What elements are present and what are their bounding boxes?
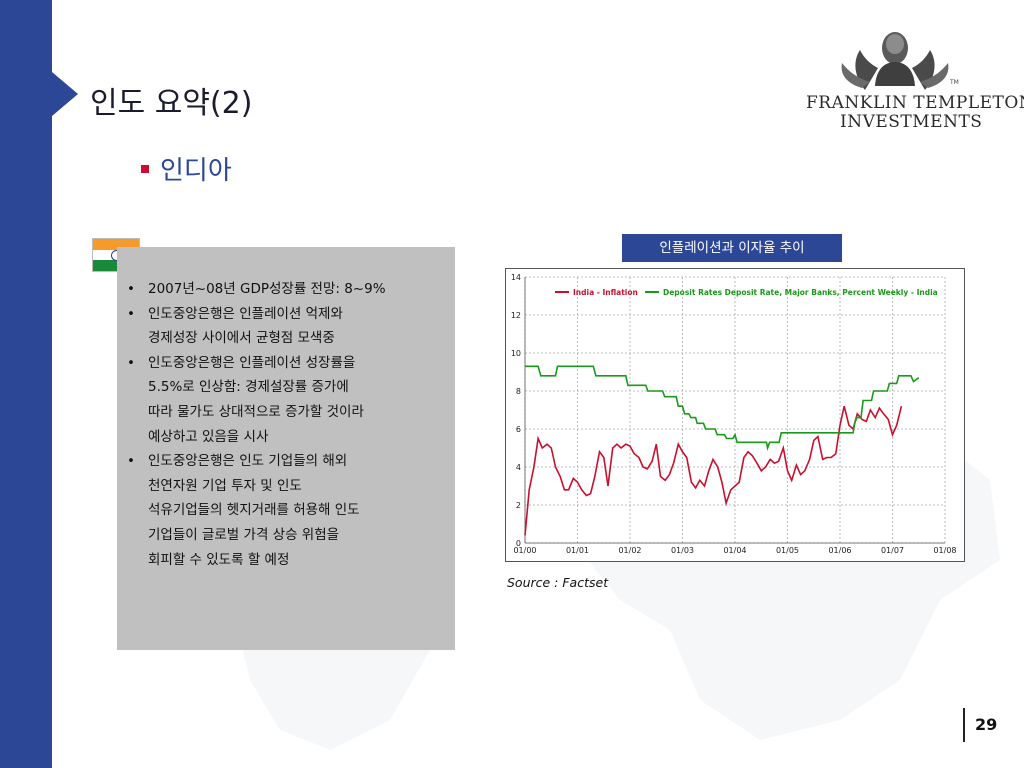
bullet-line: 2007년~08년 GDP성장률 전망: 8~9% bbox=[148, 281, 386, 297]
bullet-line: 천연자원 기업 투자 및 인도 bbox=[148, 477, 302, 494]
inflation-rate-chart: 0 2 4 6 8 10 12 14 01/00 01/01 01/02 01/03 01/04 01/0… bbox=[511, 273, 957, 555]
bullet-line: 인도중앙은행은 인플레이션 성장률을 bbox=[148, 354, 356, 371]
legend-label: Deposit Rates Deposit Rate, Major Banks,… bbox=[663, 288, 938, 297]
bullet-line: 회피할 수 있도록 할 예정 bbox=[148, 551, 290, 568]
bullet-text-box: • 2007년~08년 GDP성장률 전망: 8~9% • 인도중앙은행은 인플레이션… bbox=[117, 247, 455, 650]
bullet-line: 따라 물가도 상대적으로 증가할 것이라 bbox=[148, 403, 364, 420]
y-tick-label: 6 bbox=[516, 425, 521, 434]
title-arrow-icon bbox=[52, 72, 78, 116]
bullet-dot-icon: • bbox=[127, 354, 135, 371]
logo-line-1: FRANKLIN TEMPLETON bbox=[806, 93, 1024, 113]
legend-label: India - Inflation bbox=[573, 288, 638, 297]
left-accent-bar bbox=[0, 0, 52, 768]
red-square-bullet-icon bbox=[141, 165, 149, 173]
bullet-list: • 2007년~08년 GDP성장률 전망: 8~9% • 인도중앙은행은 인플레이션… bbox=[117, 247, 455, 572]
x-tick-label: 01/05 bbox=[776, 546, 799, 555]
y-tick-label: 8 bbox=[516, 387, 521, 396]
x-tick-label: 01/04 bbox=[723, 546, 746, 555]
logo-line-2: INVESTMENTS bbox=[840, 112, 983, 132]
source-note: Source : Factset bbox=[507, 575, 609, 590]
y-tick-label: 10 bbox=[511, 349, 521, 358]
x-tick-label: 01/08 bbox=[933, 546, 956, 555]
bullet-line: 5.5%로 인상함: 경제설장률 증가에 bbox=[148, 379, 349, 396]
bullet-line: 석유기업들의 헷지거래를 허용해 인도 bbox=[148, 502, 360, 519]
y-tick-label: 0 bbox=[516, 539, 521, 548]
x-tick-label: 01/06 bbox=[828, 546, 851, 555]
bullet-line: 기업들이 글로벌 가격 상승 위험을 bbox=[148, 526, 340, 543]
x-tick-label: 01/03 bbox=[671, 546, 694, 555]
bullet-dot-icon: • bbox=[127, 305, 135, 322]
x-tick-label: 01/01 bbox=[566, 546, 589, 555]
section-heading-text: 인디아 bbox=[160, 156, 232, 186]
chart-title: 인플레이션과 이자율 추이 bbox=[622, 234, 842, 262]
bullet-dot-icon: • bbox=[127, 281, 135, 297]
slide-title: 인도 요약(2) bbox=[90, 86, 253, 121]
page-number: 29 bbox=[975, 715, 998, 734]
bullet-line: 경제성장 사이에서 균형점 모색중 bbox=[148, 330, 335, 347]
bullet-line: 인도중앙은행은 인도 기업들의 해외 bbox=[148, 453, 348, 470]
y-tick-label: 2 bbox=[516, 501, 521, 510]
svg-text:TM: TM bbox=[949, 79, 959, 86]
bullet-line: 예상하고 있음을 시사 bbox=[148, 428, 269, 445]
bullet-line: 인도중앙은행은 인플레이션 억제와 bbox=[148, 305, 343, 322]
x-tick-label: 01/00 bbox=[513, 546, 536, 555]
y-tick-label: 4 bbox=[516, 463, 521, 472]
deposit-rate-series-line bbox=[525, 365, 920, 452]
bullet-item: • 2007년~08년 GDP성장률 전망: 8~9% bbox=[117, 277, 455, 302]
x-tick-label: 01/02 bbox=[618, 546, 641, 555]
section-heading: 인디아 bbox=[140, 150, 232, 187]
bullet-dot-icon: • bbox=[127, 453, 135, 470]
page-divider bbox=[963, 708, 965, 742]
x-tick-label: 01/07 bbox=[881, 546, 904, 555]
franklin-bust-logo-icon: TM bbox=[841, 32, 959, 90]
y-tick-label: 12 bbox=[511, 311, 521, 320]
y-tick-label: 14 bbox=[511, 273, 521, 282]
inflation-series-line bbox=[524, 406, 903, 536]
